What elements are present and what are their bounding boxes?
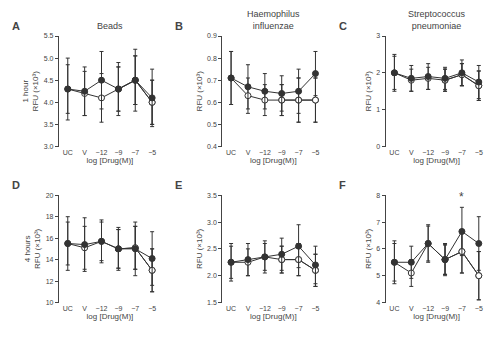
svg-text:−7: −7 (295, 149, 303, 156)
svg-text:1.5: 1.5 (207, 299, 217, 306)
svg-text:−5: −5 (311, 305, 319, 312)
svg-text:V: V (246, 305, 251, 312)
svg-text:4: 4 (376, 299, 380, 306)
svg-text:log [Drug(M)]: log [Drug(M)] (87, 312, 134, 321)
svg-text:0.4: 0.4 (207, 143, 217, 150)
svg-text:UC: UC (63, 149, 73, 156)
svg-text:−9: −9 (114, 149, 122, 156)
svg-text:6: 6 (376, 245, 380, 252)
svg-text:V: V (82, 149, 87, 156)
svg-text:RFU (×10³): RFU (×10³) (195, 228, 204, 269)
svg-text:B: B (175, 20, 183, 32)
svg-text:−12: −12 (96, 149, 108, 156)
svg-text:UC: UC (226, 305, 236, 312)
svg-text:D: D (12, 179, 20, 191)
svg-text:3.0: 3.0 (207, 219, 217, 226)
svg-text:Beads: Beads (97, 21, 123, 31)
svg-text:−12: −12 (259, 305, 271, 312)
svg-text:log [Drug(M)]: log [Drug(M)] (413, 312, 460, 321)
svg-text:V: V (246, 149, 251, 156)
svg-text:3.5: 3.5 (207, 192, 217, 199)
svg-text:0: 0 (376, 143, 380, 150)
svg-text:1 hourRFU (×10³): 1 hourRFU (×10³) (21, 71, 40, 112)
svg-text:RFU (×10³): RFU (×10³) (364, 228, 373, 269)
svg-text:2.0: 2.0 (207, 272, 217, 279)
svg-text:−7: −7 (458, 305, 466, 312)
svg-text:0.5: 0.5 (207, 121, 217, 128)
svg-text:UC: UC (226, 149, 236, 156)
svg-text:A: A (12, 20, 20, 32)
svg-text:5.5: 5.5 (44, 32, 54, 39)
svg-text:5: 5 (376, 272, 380, 279)
svg-text:−12: −12 (422, 305, 434, 312)
svg-text:log [Drug(M)]: log [Drug(M)] (250, 156, 297, 165)
svg-text:20: 20 (46, 192, 54, 199)
svg-text:2: 2 (376, 69, 380, 76)
svg-text:0.9: 0.9 (207, 32, 217, 39)
svg-text:18: 18 (46, 213, 54, 220)
svg-text:5.0: 5.0 (44, 55, 54, 62)
svg-text:Streptococcuspneumoniae: Streptococcuspneumoniae (408, 9, 466, 31)
svg-text:UC: UC (389, 305, 399, 312)
svg-text:−9: −9 (441, 149, 449, 156)
svg-text:8: 8 (376, 192, 380, 199)
svg-text:Haemophilusinfluenzae: Haemophilusinfluenzae (247, 9, 300, 31)
svg-text:0.6: 0.6 (207, 99, 217, 106)
svg-text:10: 10 (46, 299, 54, 306)
svg-text:1: 1 (376, 106, 380, 113)
svg-text:−7: −7 (131, 149, 139, 156)
svg-text:V: V (409, 305, 414, 312)
svg-text:RFU (×10³): RFU (×10³) (364, 71, 373, 112)
svg-text:4.0: 4.0 (44, 99, 54, 106)
svg-text:UC: UC (389, 149, 399, 156)
svg-text:F: F (339, 179, 346, 191)
svg-text:−12: −12 (96, 305, 108, 312)
svg-text:2.5: 2.5 (207, 245, 217, 252)
svg-text:3.0: 3.0 (44, 143, 54, 150)
svg-text:−12: −12 (259, 149, 271, 156)
svg-text:−5: −5 (475, 305, 483, 312)
svg-text:3: 3 (376, 32, 380, 39)
svg-text:V: V (82, 305, 87, 312)
svg-text:log [Drug(M)]: log [Drug(M)] (250, 312, 297, 321)
svg-text:−9: −9 (441, 305, 449, 312)
svg-text:4 hoursRFU (×10³): 4 hoursRFU (×10³) (23, 228, 42, 269)
svg-text:−9: −9 (278, 305, 286, 312)
svg-text:UC: UC (63, 305, 73, 312)
svg-text:log [Drug(M)]: log [Drug(M)] (87, 156, 134, 165)
svg-text:*: * (459, 190, 464, 204)
svg-text:−5: −5 (311, 149, 319, 156)
svg-text:7: 7 (376, 219, 380, 226)
svg-text:C: C (339, 20, 347, 32)
svg-text:0.7: 0.7 (207, 77, 217, 84)
svg-text:3.5: 3.5 (44, 121, 54, 128)
svg-text:−7: −7 (458, 149, 466, 156)
svg-text:E: E (175, 179, 182, 191)
svg-text:−5: −5 (475, 149, 483, 156)
svg-text:−5: −5 (148, 305, 156, 312)
svg-text:−9: −9 (278, 149, 286, 156)
svg-text:4.5: 4.5 (44, 77, 54, 84)
svg-text:12: 12 (46, 278, 54, 285)
svg-text:V: V (409, 149, 414, 156)
svg-text:log [Drug(M)]: log [Drug(M)] (413, 156, 460, 165)
svg-text:−5: −5 (148, 149, 156, 156)
svg-text:−9: −9 (114, 305, 122, 312)
svg-text:RFU (×10³): RFU (×10³) (195, 71, 204, 112)
svg-text:0.8: 0.8 (207, 55, 217, 62)
svg-text:16: 16 (46, 235, 54, 242)
svg-text:14: 14 (46, 256, 54, 263)
svg-text:−7: −7 (131, 305, 139, 312)
svg-text:−12: −12 (422, 149, 434, 156)
svg-text:−7: −7 (295, 305, 303, 312)
